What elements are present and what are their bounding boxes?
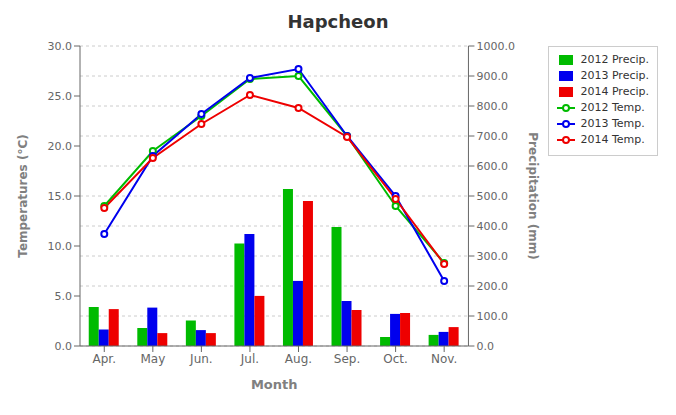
svg-text:Temperatures (°C): Temperatures (°C) xyxy=(16,134,30,257)
svg-text:Oct.: Oct. xyxy=(383,352,408,366)
svg-text:200.0: 200.0 xyxy=(476,280,508,293)
svg-text:May: May xyxy=(140,352,165,366)
svg-text:15.0: 15.0 xyxy=(48,190,73,203)
html-text:2013 Precip.: 2013 Precip. xyxy=(580,69,649,82)
html-text:2012 Precip.: 2012 Precip. xyxy=(580,53,649,66)
svg-text:Month: Month xyxy=(251,377,298,392)
svg-text:Apr.: Apr. xyxy=(93,352,116,366)
html-text:2014 Temp.: 2014 Temp. xyxy=(580,133,645,146)
svg-text:30.0: 30.0 xyxy=(48,40,73,53)
svg-text:Jun.: Jun. xyxy=(189,352,213,366)
svg-text:0.0: 0.0 xyxy=(55,340,73,353)
html-text:2012 Temp.: 2012 Temp. xyxy=(580,101,645,114)
svg-text:20.0: 20.0 xyxy=(48,140,73,153)
svg-text:Jul.: Jul. xyxy=(240,352,259,366)
svg-text:300.0: 300.0 xyxy=(476,250,508,263)
svg-text:Sep.: Sep. xyxy=(334,352,360,366)
svg-text:500.0: 500.0 xyxy=(476,190,508,203)
svg-text:800.0: 800.0 xyxy=(476,100,508,113)
svg-text:Aug.: Aug. xyxy=(285,352,312,366)
svg-text:400.0: 400.0 xyxy=(476,220,508,233)
html-text:Hapcheon: Hapcheon xyxy=(287,11,389,32)
html-text:2014 Precip.: 2014 Precip. xyxy=(580,85,649,98)
svg-text:5.0: 5.0 xyxy=(55,290,73,303)
svg-text:Nov.: Nov. xyxy=(431,352,457,366)
svg-text:600.0: 600.0 xyxy=(476,160,508,173)
svg-text:25.0: 25.0 xyxy=(48,90,73,103)
svg-text:0.0: 0.0 xyxy=(476,340,494,353)
html-text:2013 Temp.: 2013 Temp. xyxy=(580,117,645,130)
svg-text:100.0: 100.0 xyxy=(476,310,508,323)
svg-text:10.0: 10.0 xyxy=(48,240,73,253)
svg-text:900.0: 900.0 xyxy=(476,70,508,83)
svg-text:Precipitation (mm): Precipitation (mm) xyxy=(526,132,540,259)
svg-text:700.0: 700.0 xyxy=(476,130,508,143)
svg-text:1000.0: 1000.0 xyxy=(476,40,515,53)
